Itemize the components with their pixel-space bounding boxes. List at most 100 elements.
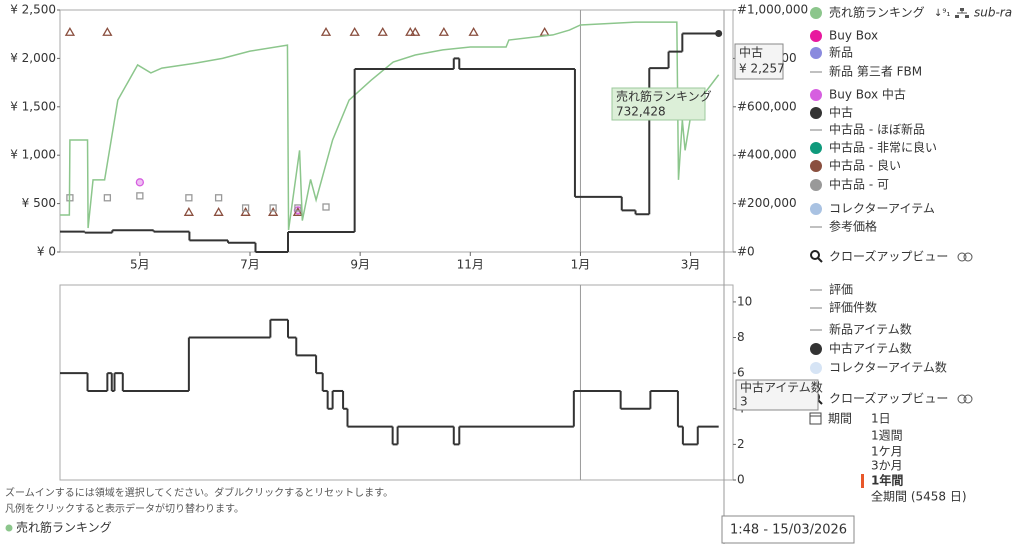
legend-label[interactable]: 評価: [829, 282, 853, 297]
tooltip-box: [721, 515, 855, 544]
x-tick-label: 11月: [457, 258, 484, 272]
square-marker: [136, 192, 144, 200]
legend-label[interactable]: 中古品 - ほぼ新品: [829, 122, 925, 137]
hierarchy-icon[interactable]: [955, 8, 969, 18]
y-tick-label: ¥ 2,500: [10, 3, 56, 17]
legend-label[interactable]: 新品アイテム数: [829, 322, 912, 337]
legend-label[interactable]: コレクターアイテム: [829, 202, 935, 216]
triangle-marker: [292, 207, 304, 216]
hint: 凡例をクリックすると表示データが切り替わります。: [5, 502, 244, 515]
legend-swatch[interactable]: [810, 142, 822, 154]
period-option[interactable]: 1ケ月: [871, 445, 903, 459]
legend-label[interactable]: 評価件数: [829, 300, 877, 315]
legend-swatch[interactable]: [810, 30, 822, 42]
square-marker: [214, 194, 223, 202]
bottom-plot-frame: [59, 284, 734, 481]
closeup-label[interactable]: クローズアップビュー: [829, 249, 948, 264]
tooltip-title: 中古: [739, 45, 763, 60]
tooltip-rank: 売れ筋ランキング 732,428: [611, 87, 712, 121]
hint: ズームインするには領域を選択してください。ダブルクリックするとリセットします。: [5, 486, 393, 499]
legend-label[interactable]: 新品 第三者 FBM: [829, 64, 922, 79]
legend-swatch[interactable]: [810, 203, 822, 215]
y2-tick-label: #400,000: [737, 148, 797, 162]
square-marker: [269, 204, 277, 212]
top-plot-frame: [59, 9, 734, 253]
triangle-marker: [64, 26, 76, 36]
legend-label[interactable]: 中古: [829, 105, 853, 120]
legend-label[interactable]: 売れ筋ランキング: [829, 5, 925, 20]
legend-label[interactable]: 中古品 - 良い: [829, 158, 901, 173]
calendar-icon: [809, 412, 822, 425]
triangle-marker: [102, 26, 113, 36]
period-option[interactable]: 全期間 (5458 日): [871, 489, 967, 504]
tooltip-box: [734, 43, 784, 80]
closeup-top[interactable]: クローズアップビュー: [810, 249, 973, 264]
triangle-marker: [213, 207, 224, 216]
y-tick-label: 10: [737, 294, 752, 308]
y2-tick-label: #0: [737, 245, 755, 259]
legend-label[interactable]: 新品: [829, 45, 853, 60]
period-option[interactable]: 1日: [871, 412, 891, 426]
triangle-marker: [405, 26, 416, 36]
triangle-marker: [468, 26, 479, 36]
closeup-bottom[interactable]: クローズアップビュー: [810, 391, 973, 406]
triangle-marker: [438, 26, 449, 36]
period-option[interactable]: 3か月: [871, 459, 903, 473]
legend-swatch[interactable]: [810, 362, 822, 374]
triangle-marker: [410, 26, 421, 36]
triangle-marker: [240, 207, 251, 216]
tooltip-title: 売れ筋ランキング: [616, 89, 712, 104]
period-option[interactable]: 1年間: [871, 473, 903, 488]
legend-swatch[interactable]: [810, 7, 822, 19]
legend-label[interactable]: 中古品 - 可: [829, 177, 889, 192]
square-marker: [103, 194, 112, 202]
x-tick-label: 3月: [681, 258, 701, 272]
triangle-marker: [349, 26, 360, 36]
triangle-marker: [377, 26, 388, 36]
closeup-label[interactable]: クローズアップビュー: [829, 391, 948, 406]
subcategory[interactable]: sub-ra: [974, 6, 1012, 20]
triangle-marker: [320, 26, 332, 36]
legend-swatch[interactable]: [810, 179, 822, 191]
legend-label[interactable]: 参考価格: [829, 219, 877, 234]
footer-legend-dot: [5, 524, 13, 532]
y-tick-label: 6: [737, 366, 745, 380]
tooltip-value: 732,428: [616, 105, 666, 119]
square-marker: [294, 204, 302, 212]
y2-tick-label: #1,000,000: [737, 3, 808, 17]
y-tick-label: ¥ 1,500: [10, 99, 56, 113]
sort-icon[interactable]: ↓⁹₁: [934, 8, 950, 19]
legend-swatch[interactable]: [810, 160, 822, 172]
y-tick-label: 2: [737, 437, 745, 451]
period-option[interactable]: 1週間: [871, 429, 903, 443]
legend-label[interactable]: Buy Box: [829, 29, 878, 43]
square-marker: [322, 203, 330, 211]
legend-label[interactable]: 中古品 - 非常に良い: [829, 140, 937, 155]
hover-point: [715, 30, 723, 38]
legend-swatch[interactable]: [810, 107, 822, 119]
legend-label[interactable]: Buy Box 中古: [829, 87, 906, 102]
y-tick-label: 0: [737, 473, 745, 487]
legend-swatch[interactable]: [810, 343, 822, 355]
square-marker: [185, 194, 193, 202]
y-tick-label: ¥ 1,000: [10, 148, 56, 162]
circle-marker: [135, 178, 145, 187]
x-tick-label: 1月: [571, 258, 591, 272]
period-label: 期間: [828, 412, 852, 426]
legend-swatch[interactable]: [810, 47, 822, 59]
y2-tick-label: #600,000: [737, 99, 797, 113]
y-tick-label: ¥ 500: [22, 196, 56, 210]
footer-legend[interactable]: 売れ筋ランキング: [16, 520, 112, 535]
tooltip-value: 3: [740, 395, 748, 409]
period-selector: 期間: [809, 412, 852, 426]
triangle-marker: [268, 207, 279, 216]
legend-swatch[interactable]: [810, 89, 822, 101]
legend-label[interactable]: コレクターアイテム数: [829, 360, 947, 375]
tooltip-used: 中古 ¥ 2,257: [734, 43, 785, 80]
tooltip-count: 中古アイテム数 3: [735, 379, 823, 411]
square-marker: [241, 204, 250, 212]
legend-label[interactable]: 中古アイテム数: [829, 341, 912, 356]
y-tick-label: ¥ 2,000: [10, 51, 56, 65]
